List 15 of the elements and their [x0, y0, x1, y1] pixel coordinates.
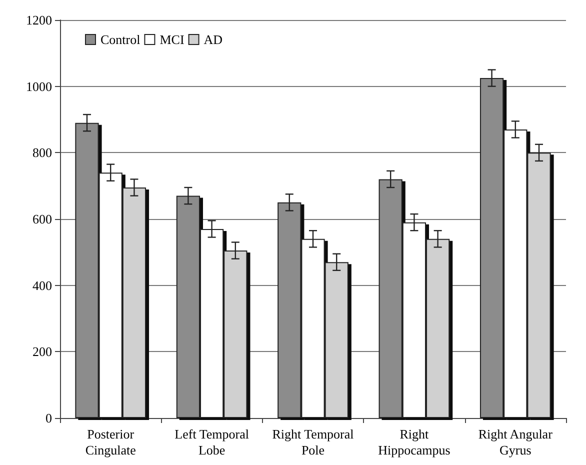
y-tick-label: 800 [32, 145, 52, 160]
y-tick-label: 1000 [26, 78, 52, 94]
x-tick-label: Right Temporal Pole [272, 426, 354, 458]
y-tick-label: 400 [32, 278, 52, 293]
y-tick-label: 600 [32, 212, 52, 226]
legend-label: AD [204, 32, 223, 47]
y-tick-label: 0 [46, 410, 52, 426]
y-tick-label: 1200 [26, 12, 52, 28]
x-tick-label: Right Hippocampus [378, 426, 450, 458]
y-tick-label: 200 [32, 344, 52, 360]
x-tick-label: Right Angular Gyrus [478, 426, 554, 458]
x-tick-label: Left Temporal Lobe [174, 426, 250, 458]
legend-label: MCI [160, 32, 184, 47]
x-tick-label: Posterior Cingulate [85, 426, 136, 458]
legend-label: Control [100, 32, 141, 47]
